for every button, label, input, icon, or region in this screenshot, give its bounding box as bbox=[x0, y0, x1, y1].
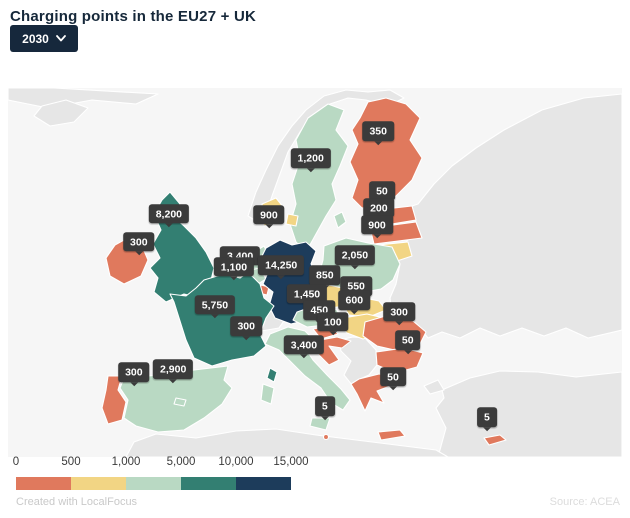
year-dropdown[interactable]: 2030 bbox=[10, 25, 78, 52]
land-north-africa bbox=[125, 428, 449, 457]
country-portugal[interactable] bbox=[101, 375, 127, 425]
country-cyprus[interactable] bbox=[483, 434, 507, 446]
value-label-spain: 2,900 bbox=[153, 359, 194, 383]
legend-ticks: 0 500 1,000 5,000 10,000 15,000 bbox=[12, 456, 309, 471]
header: Charging points in the EU27 + UK 2030 bbox=[10, 0, 620, 52]
value-label-portugal: 300 bbox=[118, 362, 150, 386]
credit-text: Created with LocalFocus bbox=[16, 496, 138, 508]
country-greece-crete[interactable] bbox=[377, 429, 406, 441]
value-label-belgium: 1,100 bbox=[213, 256, 255, 280]
legend-segment bbox=[71, 477, 126, 490]
value-label-hungary: 600 bbox=[338, 290, 371, 314]
value-label-ireland: 300 bbox=[123, 232, 155, 256]
country-italy-sardinia[interactable] bbox=[260, 383, 275, 405]
country-malta[interactable] bbox=[322, 433, 330, 441]
value-label-czechia: 850 bbox=[309, 265, 341, 289]
page-title: Charging points in the EU27 + UK bbox=[10, 8, 257, 25]
legend-tick: 15,000 bbox=[273, 456, 309, 468]
legend-segment bbox=[236, 477, 291, 490]
country-croatia[interactable] bbox=[314, 336, 352, 366]
value-label-uk: 8,200 bbox=[148, 204, 189, 227]
legend-bar bbox=[16, 477, 291, 490]
value-label-greece: 50 bbox=[380, 367, 406, 391]
value-label-poland: 2,050 bbox=[334, 245, 376, 269]
value-label-luxembourg: 300 bbox=[230, 316, 262, 340]
legend-segment bbox=[126, 477, 181, 490]
legend-tick: 500 bbox=[61, 456, 81, 468]
legend-tick: 5,000 bbox=[166, 456, 196, 468]
legend-tick: 10,000 bbox=[218, 456, 254, 468]
country-denmark-zealand[interactable] bbox=[285, 213, 299, 227]
land-greenland bbox=[8, 88, 159, 109]
land-iceland bbox=[33, 99, 89, 127]
value-label-lithuania: 900 bbox=[361, 215, 393, 239]
legend-tick: 1,000 bbox=[111, 456, 141, 468]
value-label-denmark: 900 bbox=[253, 205, 285, 229]
country-sweden-gotland[interactable] bbox=[333, 211, 347, 229]
value-label-france: 5,750 bbox=[194, 295, 236, 319]
land-turkey-west bbox=[423, 379, 445, 395]
land-turkey bbox=[435, 370, 622, 457]
value-label-malta: 5 bbox=[314, 396, 335, 420]
legend: 0 500 1,000 5,000 10,000 15,000 bbox=[12, 456, 309, 490]
legend-segment bbox=[16, 477, 71, 490]
legend-tick: 0 bbox=[12, 456, 20, 468]
country-france-corsica[interactable] bbox=[266, 367, 278, 383]
map-labels: 3501,200502009009008,2003003,4001,10014,… bbox=[8, 88, 622, 457]
chevron-down-icon bbox=[55, 35, 66, 42]
year-dropdown-value: 2030 bbox=[22, 31, 49, 46]
value-label-bulgaria: 50 bbox=[394, 330, 421, 354]
value-label-finland: 350 bbox=[362, 121, 394, 145]
legend-segment bbox=[181, 477, 236, 490]
map-panel: 3501,200502009009008,2003003,4001,10014,… bbox=[8, 88, 622, 457]
value-label-croatia: 100 bbox=[317, 312, 349, 336]
country-spain-balearics[interactable] bbox=[173, 397, 187, 407]
value-label-germany: 14,250 bbox=[258, 255, 305, 279]
value-label-italy: 3,400 bbox=[283, 335, 325, 358]
source-text: Source: ACEA bbox=[549, 496, 620, 508]
value-label-romania: 300 bbox=[383, 302, 415, 326]
value-label-cyprus: 5 bbox=[476, 407, 497, 431]
value-label-sweden: 1,200 bbox=[290, 148, 331, 172]
country-sweden[interactable] bbox=[289, 103, 349, 253]
